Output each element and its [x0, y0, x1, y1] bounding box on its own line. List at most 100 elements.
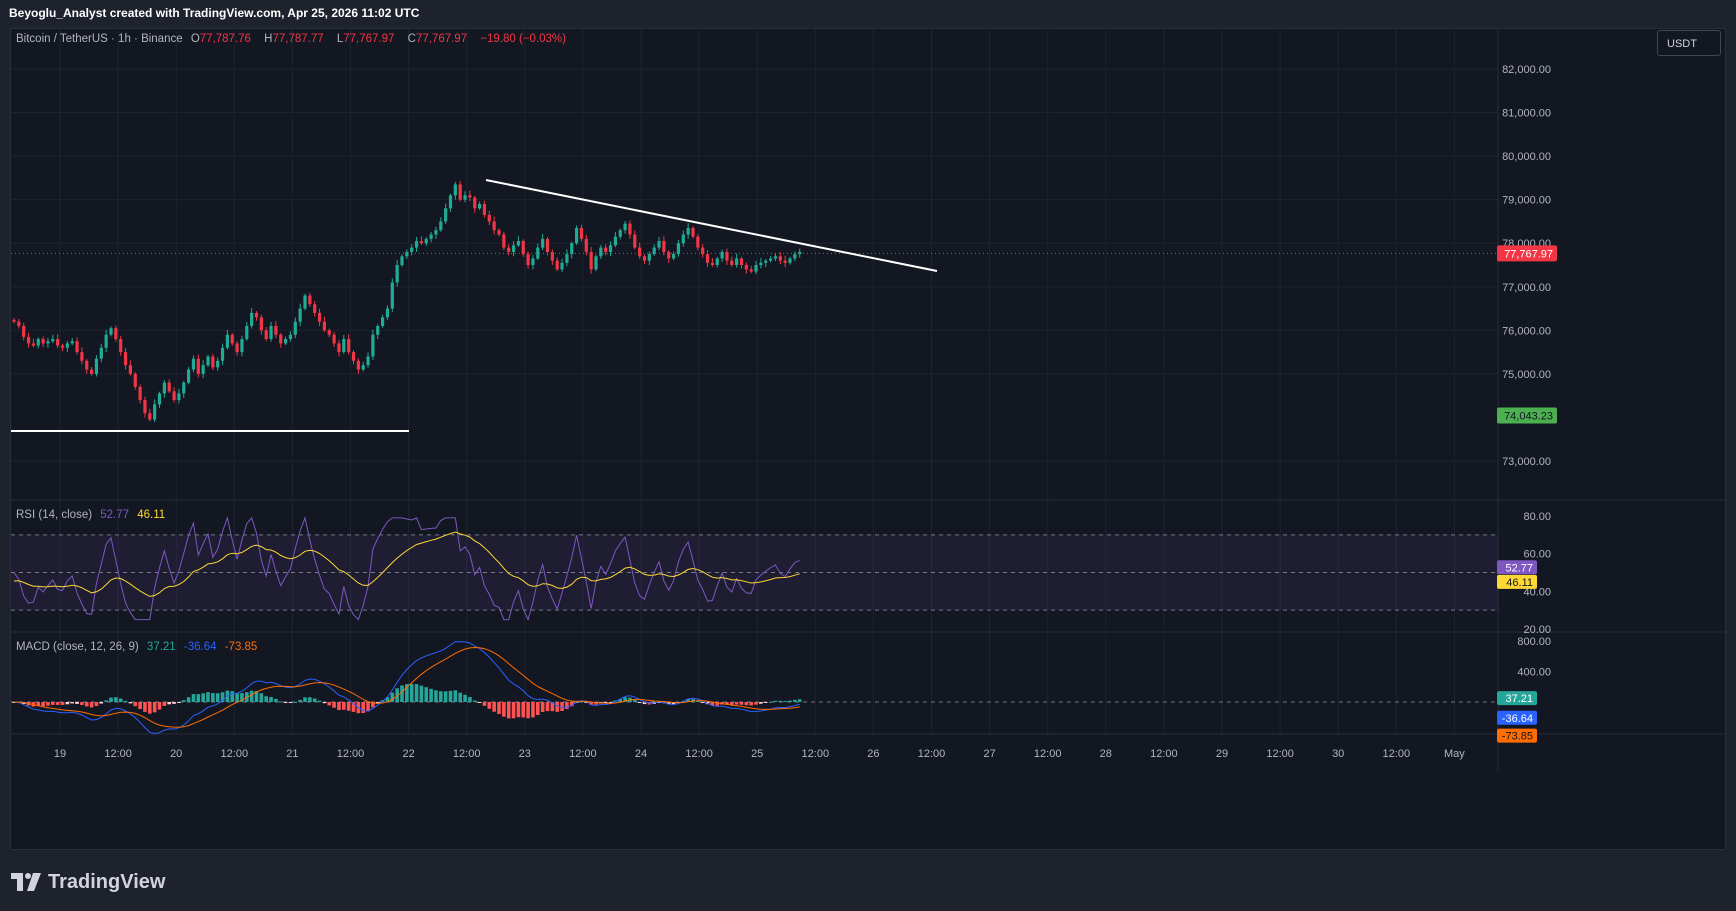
- macd-histogram-bar: [177, 702, 181, 703]
- time-tick-label: 28: [1100, 748, 1112, 760]
- candle-body: [250, 312, 254, 326]
- low-value: 77,767.97: [343, 33, 395, 45]
- macd-histogram-bar: [783, 700, 787, 702]
- macd-line-badge-bg: [1497, 710, 1537, 725]
- candle-body: [468, 195, 472, 198]
- rsi-tick-label: 60.00: [1523, 549, 1551, 561]
- macd-histogram-bar: [759, 702, 763, 704]
- candle-body: [541, 238, 545, 248]
- currency-button[interactable]: USDT: [1657, 30, 1721, 56]
- time-tick-label: 22: [402, 748, 414, 760]
- macd-legend[interactable]: MACD (close, 12, 26, 9) 37.21 -36.64 -73…: [16, 640, 262, 654]
- macd-histogram-bar: [317, 700, 322, 702]
- candle-body: [187, 369, 191, 383]
- macd-tick-label: 800.00: [1517, 636, 1551, 648]
- macd-histogram-bar: [773, 700, 778, 702]
- candle-body: [196, 358, 200, 374]
- tradingview-footer[interactable]: TradingView: [11, 868, 165, 896]
- candle-body: [521, 241, 525, 255]
- candle-body: [279, 334, 283, 344]
- rsi-value: 52.77: [100, 509, 130, 521]
- candle-body: [245, 325, 249, 340]
- rsi-tick-label: 40.00: [1523, 586, 1551, 598]
- candle-body: [128, 365, 132, 374]
- macd-histogram-bar: [332, 702, 336, 708]
- candle-body: [599, 247, 603, 257]
- price-tick-label: 80,000.00: [1502, 151, 1551, 163]
- macd-histogram-bar: [371, 702, 375, 708]
- candle-body: [395, 265, 399, 283]
- macd-histogram-bar: [793, 699, 797, 702]
- candle-body: [400, 256, 404, 265]
- macd-histogram-bar: [424, 687, 429, 702]
- candle-body: [313, 304, 317, 313]
- candle-body: [618, 230, 622, 237]
- macd-histogram-bar: [298, 699, 302, 702]
- candle-body: [191, 358, 196, 370]
- support-price-badge-bg: [1497, 407, 1557, 424]
- candle-body: [177, 393, 181, 401]
- open-label: O: [190, 33, 200, 45]
- macd-histogram-bar: [123, 700, 128, 702]
- candle-body: [773, 256, 778, 259]
- chart-frame[interactable]: 82,000.00 81,000.00 80,000.00 79,000.00 78,0…: [10, 28, 1727, 851]
- candle-body: [298, 308, 302, 322]
- macd-histogram-bar: [540, 702, 545, 712]
- candle-body: [60, 345, 65, 348]
- macd-histogram-bar: [167, 702, 171, 705]
- candle-body: [414, 241, 419, 248]
- macd-histogram-bar: [80, 702, 84, 706]
- macd-histogram-bar: [152, 702, 157, 713]
- candle-body: [696, 236, 700, 248]
- macd-histogram-bar: [623, 697, 627, 702]
- macd-histogram-bar: [696, 700, 700, 702]
- macd-histogram-bar: [181, 700, 186, 702]
- macd-histogram-bar: [560, 702, 564, 712]
- candle-body: [371, 334, 375, 357]
- candle-body: [22, 325, 26, 337]
- macd-histogram-bar: [138, 702, 142, 710]
- brand-name: TradingView: [48, 870, 166, 893]
- macd-histogram-bar: [104, 700, 108, 702]
- macd-signal-badge: -73.85: [1502, 731, 1533, 743]
- macd-hist-value: 37.21: [146, 641, 176, 653]
- macd-histogram-bar: [375, 702, 380, 704]
- last-price-badge: 77,767.97: [1504, 248, 1553, 260]
- candle-body: [148, 413, 152, 420]
- symbol-title[interactable]: Bitcoin / TetherUS · 1h · Binance: [16, 33, 183, 45]
- macd-histogram-bar: [715, 702, 720, 706]
- macd-histogram-bar: [264, 696, 268, 702]
- candle-body: [739, 258, 744, 265]
- rsi-line: [13, 516, 800, 622]
- macd-tick-label: 400.00: [1517, 667, 1551, 679]
- price-tick-label: 77,000.00: [1502, 282, 1551, 294]
- candle-body: [434, 230, 438, 235]
- candle-body: [662, 241, 666, 252]
- macd-signal-line: [13, 646, 800, 728]
- candle-body: [259, 317, 263, 331]
- macd-histogram-bar: [749, 702, 753, 706]
- candle-body: [439, 221, 443, 231]
- macd-histogram-bar: [657, 702, 661, 703]
- chart-canvas[interactable]: 82,000.0081,000.0080,000.0079,000.0078,0…: [11, 29, 1727, 851]
- candle-body: [545, 238, 550, 252]
- candle-body: [26, 336, 31, 344]
- macd-histogram-bar: [419, 685, 424, 702]
- macd-histogram-bar: [283, 702, 288, 703]
- macd-histogram-bar: [686, 699, 690, 702]
- macd-histogram-bar: [468, 697, 472, 702]
- rsi-legend[interactable]: RSI (14, close) 52.77 46.11: [16, 508, 170, 522]
- time-tick-label: 19: [54, 748, 66, 760]
- macd-histogram-bar: [51, 702, 55, 705]
- macd-histogram-bar: [361, 702, 365, 714]
- descending-trendline: [485, 179, 938, 272]
- change-value: −19.80 (−0.03%): [480, 33, 566, 45]
- macd-histogram-bar: [666, 702, 671, 705]
- macd-histogram-bar: [211, 693, 215, 702]
- time-tick-label: 12:00: [337, 748, 365, 760]
- candle-body: [317, 312, 322, 322]
- time-tick-label: 12:00: [802, 748, 830, 760]
- macd-histogram-bar: [322, 702, 327, 704]
- macd-histogram-bar: [172, 702, 176, 704]
- macd-histogram-bar: [191, 694, 196, 702]
